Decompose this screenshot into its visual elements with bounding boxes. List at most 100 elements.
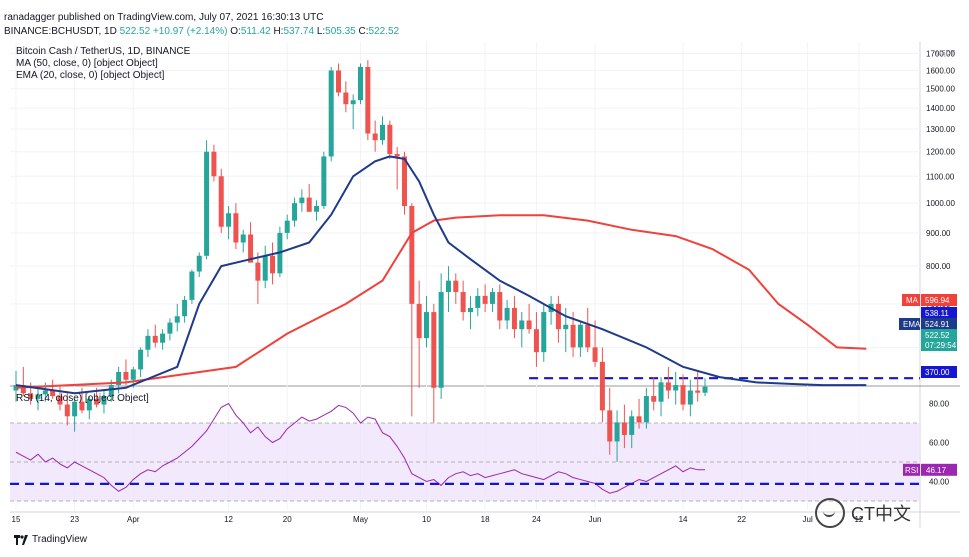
time-tick-label: 15 <box>12 515 21 524</box>
rsi-tick-label: 60.00 <box>929 439 950 448</box>
candle-body <box>504 307 510 321</box>
indicator-lines <box>15 155 867 395</box>
candle-body <box>86 398 92 411</box>
price-tick-label: 1400.00 <box>926 104 955 113</box>
candle-body <box>226 213 232 227</box>
candle-body <box>511 307 517 330</box>
candle-body <box>702 386 708 393</box>
countdown-tag-bg <box>921 339 957 351</box>
time-tick-label: 14 <box>679 515 688 524</box>
candle-body <box>321 156 327 207</box>
candle-body <box>658 382 664 402</box>
candle-body <box>28 393 34 399</box>
rsi-name-tag <box>903 463 920 476</box>
level-538-tag-bg <box>921 307 957 319</box>
rsi-legend[interactable]: RSI (14, close) [object Object] <box>16 393 149 404</box>
candle-body <box>13 385 19 391</box>
candle-body <box>350 100 356 105</box>
candle-body <box>614 422 620 442</box>
ema-name-tag-bg <box>899 318 920 330</box>
price-tick-label: 1200.00 <box>926 148 955 157</box>
time-tick-label: Apr <box>127 515 140 524</box>
last-price: 522.52 <box>119 26 151 37</box>
ma-value-tag-bg <box>921 294 957 306</box>
candle-body <box>365 66 371 134</box>
candle-body <box>372 133 378 141</box>
candle-body <box>262 255 268 281</box>
ema-legend[interactable]: EMA (20, close, 0) [object Object] <box>16 70 165 81</box>
time-tick-label: Jun <box>589 515 602 524</box>
candle-body <box>460 292 466 313</box>
candle-body <box>401 156 407 207</box>
candle-body <box>182 299 188 317</box>
candle-body <box>409 206 415 304</box>
ma-value-tag-text: 596.94 <box>925 296 950 305</box>
candle-body <box>50 390 56 397</box>
candle-body <box>130 369 136 380</box>
candle-body <box>292 203 298 221</box>
ema-value-tag-text: 524.91 <box>925 320 950 329</box>
time-tick-label: Jul <box>803 515 813 524</box>
candle-body <box>621 422 627 435</box>
candle-body <box>526 320 532 330</box>
candle-body <box>343 92 349 105</box>
tradingview-brand[interactable]: TradingView <box>14 534 87 545</box>
candle-body <box>145 335 151 350</box>
ema-line <box>15 155 867 395</box>
time-tick-label: 22 <box>737 515 746 524</box>
candle-body <box>240 234 246 243</box>
time-tick-label: 12 <box>224 515 233 524</box>
candle-body <box>519 320 525 330</box>
time-tick-label: 24 <box>532 515 541 524</box>
candle-body <box>167 322 173 334</box>
time-tick-label: 12 <box>854 515 863 524</box>
candle-body <box>394 154 400 157</box>
price-change: +10.97 (+2.14%) <box>152 26 228 37</box>
candle-body <box>35 394 41 399</box>
candle-body <box>592 347 598 362</box>
high-value: 537.74 <box>283 26 315 37</box>
candle-body <box>233 213 239 243</box>
candle-body <box>189 271 195 300</box>
candle-body <box>255 262 261 281</box>
ma-legend[interactable]: MA (50, close, 0) [object Object] <box>16 58 158 69</box>
candle-body <box>577 324 583 348</box>
candle-body <box>358 66 364 101</box>
candle-body <box>108 385 114 397</box>
ma-name-tag-bg <box>902 294 920 306</box>
rsi-name-text: RSI <box>905 466 918 475</box>
rsi-tick-label: 80.00 <box>929 400 950 409</box>
candle-body <box>204 151 210 256</box>
time-tick-label: 18 <box>481 515 490 524</box>
open-label: O: <box>230 26 241 37</box>
candle-body <box>599 361 605 411</box>
candle-body <box>270 255 276 274</box>
candle-body <box>211 151 217 177</box>
price-tick-label: 1700.00 <box>926 49 955 58</box>
wechat-icon <box>815 498 845 528</box>
currency-label: USDT <box>936 50 956 57</box>
candle-body <box>475 295 481 308</box>
candle-body <box>306 197 312 212</box>
rsi-pane: 40.00 60.00 80.00 RSI 46.17 <box>10 400 957 502</box>
time-tick-label: 10 <box>422 515 431 524</box>
candle-body <box>673 385 679 391</box>
open-value: 511.42 <box>240 26 271 37</box>
symbol-ohlc-line: BINANCE:BCHUSDT, 1D 522.52 +10.97 (+2.14… <box>4 26 399 37</box>
candle-body <box>57 396 63 405</box>
candle-body <box>101 396 107 405</box>
ema-name-tag-text: EMA <box>903 320 921 329</box>
candle-body <box>453 280 459 293</box>
candle-body <box>687 390 693 405</box>
candle-body <box>328 70 334 157</box>
price-tick-label: 800.00 <box>926 262 951 271</box>
rsi-line <box>15 402 706 494</box>
ema-value-tag-bg <box>921 318 957 330</box>
level-538-tag-text: 538.11 <box>925 309 949 318</box>
candle-body <box>42 390 48 395</box>
candle-body <box>284 220 290 233</box>
high-label: H: <box>273 26 284 37</box>
candle-body <box>174 316 180 323</box>
